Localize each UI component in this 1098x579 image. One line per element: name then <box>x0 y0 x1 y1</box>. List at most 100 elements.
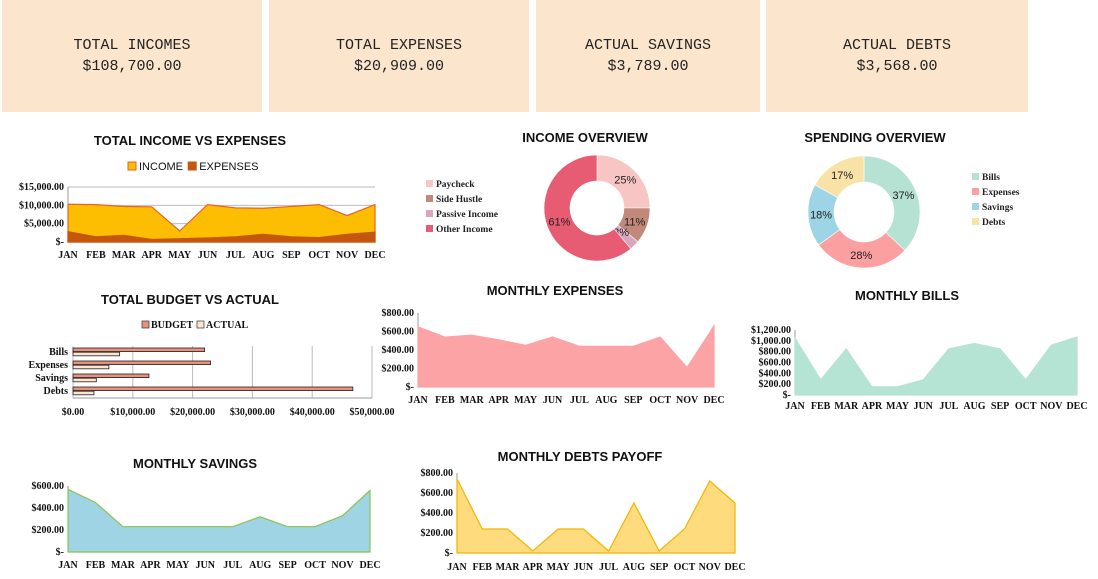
x-tick-label: AUG <box>249 560 271 571</box>
x-tick-label: FEB <box>86 250 106 261</box>
x-tick-label: MAY <box>166 560 190 571</box>
legend-swatch <box>972 203 979 210</box>
slice-percent-label: 25% <box>614 175 636 187</box>
kpi-actual-debts: ACTUAL DEBTS $3,568.00 <box>766 0 1028 112</box>
legend-swatch <box>141 320 150 329</box>
x-tick-label: $50,000.00 <box>350 407 395 418</box>
x-tick-label: FEB <box>86 560 106 571</box>
kpi-label: ACTUAL SAVINGS <box>584 37 712 54</box>
x-tick-label: DEC <box>724 562 745 573</box>
y-tick-label: $- <box>56 237 64 248</box>
y-tick-label: $400.00 <box>382 345 415 356</box>
y-tick-label: $600.00 <box>759 358 792 369</box>
legend-swatch <box>196 320 205 329</box>
slice-percent-label: 61% <box>548 217 570 229</box>
x-tick-label: MAR <box>834 401 859 412</box>
x-tick-label: $10,000.00 <box>110 407 155 418</box>
x-tick-label: AUG <box>595 395 617 406</box>
kpi-total-expenses: TOTAL EXPENSES $20,909.00 <box>269 0 529 112</box>
chart-spending-overview: SPENDING OVERVIEW 37% Bills 28% Expenses 18% S… <box>804 130 1020 269</box>
x-tick-label: SEP <box>624 395 642 406</box>
x-tick-label: NOV <box>336 250 359 261</box>
legend-swatch <box>426 210 433 217</box>
kpi-value: $20,909.00 <box>353 58 444 75</box>
y-category-label: Expenses <box>29 360 69 371</box>
y-tick-label: $- <box>56 547 64 558</box>
kpi-value: $108,700.00 <box>82 58 182 75</box>
x-tick-label: APR <box>523 562 544 573</box>
x-tick-label: DEC <box>364 250 385 261</box>
bar-actual <box>72 390 95 396</box>
x-tick-label: MAR <box>496 562 521 573</box>
pie-slice-debts <box>814 155 865 198</box>
chart-monthly-bills: MONTHLY BILLS $-$200.00$400.00$600.00$800… <box>751 288 1088 412</box>
y-tick-label: $5,000.00 <box>24 219 64 230</box>
chart-income-overview: INCOME OVERVIEW 25% Paycheck 11% Side Hustle… <box>426 130 651 262</box>
x-tick-label: SEP <box>278 560 296 571</box>
bar-budget <box>72 347 205 352</box>
x-tick-label: OCT <box>304 560 326 571</box>
chart-monthly-savings: MONTHLY SAVINGS $- $200.00 $400.00 $600.00 JA… <box>32 456 381 571</box>
x-tick-label: MAY <box>514 395 538 406</box>
y-category-label: Savings <box>35 373 68 384</box>
legend-swatch <box>127 161 137 171</box>
x-tick-label: JAN <box>447 562 467 573</box>
y-tick-label: $600.00 <box>421 488 454 499</box>
kpi-value: $3,789.00 <box>607 58 689 75</box>
y-tick-label: $600.00 <box>382 327 415 338</box>
y-tick-label: $200.00 <box>382 364 415 375</box>
x-tick-label: DEC <box>359 560 380 571</box>
x-tick-label: APR <box>140 560 161 571</box>
y-tick-label: $400.00 <box>759 368 792 379</box>
chart-title: SPENDING OVERVIEW <box>804 130 946 145</box>
y-tick-label: $600.00 <box>32 481 65 492</box>
legend-swatch <box>426 195 433 202</box>
x-tick-label: JAN <box>58 250 78 261</box>
bar-actual <box>72 351 121 357</box>
y-tick-label: $800.00 <box>759 347 792 358</box>
kpi-label: ACTUAL DEBTS <box>842 37 952 54</box>
x-tick-label: JAN <box>785 401 805 412</box>
x-tick-label: NOV <box>331 560 354 571</box>
legend-swatch <box>426 225 433 232</box>
slice-percent-label: 17% <box>831 170 853 182</box>
x-tick-label: OCT <box>649 395 671 406</box>
legend-label: Side Hustle <box>436 195 482 205</box>
bar-budget <box>72 373 150 378</box>
y-tick-label: $200.00 <box>32 525 65 536</box>
legend-label: Debts <box>982 218 1006 228</box>
x-tick-label: $30,000.00 <box>230 407 275 418</box>
x-tick-label: JUL <box>570 395 589 406</box>
y-tick-label: $200.00 <box>421 528 454 539</box>
x-tick-label: MAR <box>111 560 136 571</box>
kpi-label: TOTAL EXPENSES <box>335 37 463 54</box>
x-tick-label: NOV <box>676 395 699 406</box>
x-tick-label: SEP <box>650 562 668 573</box>
y-tick-label: $10,000.00 <box>19 200 64 211</box>
legend-swatch <box>972 218 979 225</box>
x-tick-label: JUN <box>543 395 563 406</box>
y-tick-label: $- <box>783 390 791 401</box>
y-tick-label: $1,200.00 <box>751 325 791 336</box>
x-tick-label: NOV <box>699 562 722 573</box>
slice-percent-label: 37% <box>892 190 914 202</box>
legend-label: BUDGET <box>151 320 194 331</box>
x-tick-label: JUL <box>226 250 245 261</box>
area-series-bills <box>794 336 1078 396</box>
legend-label: EXPENSES <box>199 161 258 173</box>
y-tick-label: $800.00 <box>382 308 415 319</box>
x-tick-label: MAR <box>112 250 137 261</box>
y-tick-label: $15,000.00 <box>19 182 64 193</box>
chart-monthly-debts-payoff: MONTHLY DEBTS PAYOFF $- $200.00 $400.00 $600… <box>421 449 746 573</box>
x-tick-label: JUN <box>574 562 594 573</box>
pie-slice-bills <box>863 155 921 251</box>
legend-label: Savings <box>982 203 1013 213</box>
bar-actual <box>72 364 110 370</box>
x-tick-label: FEB <box>811 401 831 412</box>
x-tick-label: $0.00 <box>62 407 85 418</box>
pie-slice-other-income <box>543 154 632 262</box>
y-tick-label: $400.00 <box>421 508 454 519</box>
slice-percent-label: 11% <box>624 217 645 229</box>
legend-swatch <box>972 188 979 195</box>
x-tick-label: FEB <box>435 395 455 406</box>
